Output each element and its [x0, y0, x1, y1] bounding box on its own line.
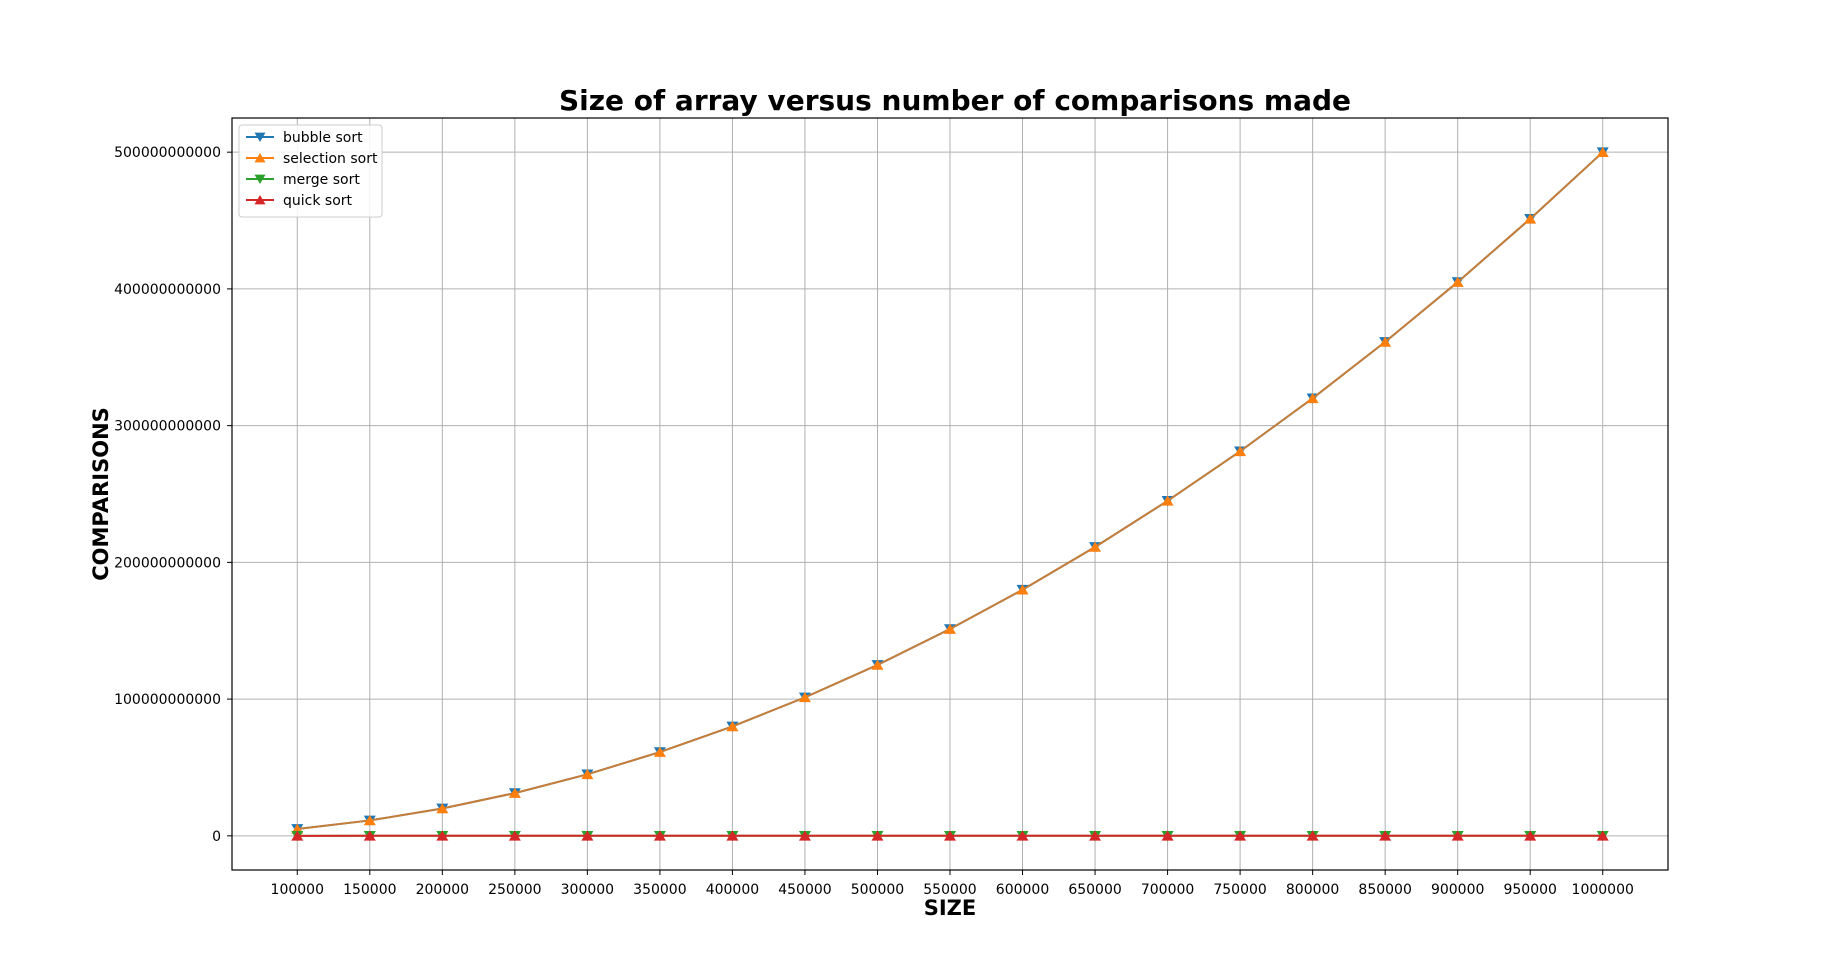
legend-marker: [254, 153, 266, 163]
data-point-selection-sort: [1161, 495, 1174, 506]
legend-item-bubble-sort: bubble sort: [246, 130, 363, 146]
y-axis-ticks: 0 100000000000 200000000000 300000000000 400…: [114, 145, 232, 845]
plot-series: [291, 146, 1609, 842]
x-axis-label: SIZE: [924, 896, 977, 920]
data-point-quick-sort: [1306, 830, 1319, 841]
x-tick-label: 700000: [1141, 882, 1194, 898]
data-point-quick-sort: [1524, 830, 1537, 841]
y-axis-label: COMPARISONS: [89, 407, 113, 581]
data-point-quick-sort: [363, 830, 376, 841]
legend-marker: [254, 195, 266, 205]
data-point-quick-sort: [944, 830, 956, 841]
x-tick-label: 750000: [1213, 882, 1266, 898]
data-point-selection-sort: [363, 815, 376, 826]
legend-label: bubble sort: [283, 130, 363, 146]
y-tick-label: 200000000000: [114, 555, 221, 571]
data-point-selection-sort: [1524, 213, 1537, 224]
legend-marker: [254, 174, 266, 184]
data-point-quick-sort: [726, 830, 739, 841]
data-point-selection-sort: [1596, 146, 1609, 157]
data-point-quick-sort: [1016, 830, 1029, 841]
data-point-selection-sort: [581, 768, 594, 780]
x-tick-label: 250000: [488, 882, 541, 898]
x-tick-label: 600000: [996, 882, 1049, 898]
y-tick-label: 400000000000: [114, 282, 221, 298]
x-tick-label: 900000: [1431, 882, 1484, 898]
x-tick-label: 550000: [923, 882, 976, 898]
x-tick-label: 100000: [271, 882, 324, 898]
y-tick-label: 100000000000: [114, 692, 221, 708]
data-point-selection-sort: [1089, 541, 1102, 552]
data-point-selection-sort: [1379, 336, 1392, 347]
data-point-quick-sort: [653, 830, 666, 841]
data-point-selection-sort: [653, 746, 666, 757]
data-point-quick-sort: [508, 830, 521, 841]
x-tick-label: 850000: [1358, 882, 1411, 898]
y-tick-label: 300000000000: [114, 419, 221, 435]
legend: bubble sort selection sort merge sort quick…: [238, 124, 383, 218]
data-point-selection-sort: [1306, 392, 1319, 404]
data-point-quick-sort: [1379, 830, 1392, 841]
data-point-selection-sort: [508, 787, 521, 798]
legend-label: quick sort: [283, 193, 353, 209]
legend-item-selection-sort: selection sort: [246, 151, 378, 167]
data-point-quick-sort: [291, 830, 304, 841]
data-point-quick-sort: [1234, 830, 1247, 841]
data-point-quick-sort: [798, 830, 811, 841]
y-tick-label: 0: [212, 829, 221, 845]
x-tick-label: 450000: [778, 882, 831, 898]
series-quick-sort: [291, 830, 1609, 841]
x-tick-label: 650000: [1068, 882, 1121, 898]
data-point-quick-sort: [436, 830, 449, 841]
legend-label: merge sort: [283, 172, 360, 188]
legend-marker: [254, 132, 266, 142]
data-point-quick-sort: [1451, 830, 1464, 841]
x-tick-label: 800000: [1286, 882, 1339, 898]
legend-item-merge-sort: merge sort: [246, 172, 360, 188]
x-axis-ticks: 100000 150000 200000 250000 300000 350000 4000…: [271, 870, 1634, 898]
x-tick-label: 150000: [343, 882, 396, 898]
data-point-selection-sort: [1234, 445, 1247, 457]
legend-box: [238, 124, 383, 218]
data-point-selection-sort: [1451, 276, 1464, 287]
data-point-selection-sort: [798, 691, 811, 703]
x-tick-label: 1000000: [1572, 882, 1634, 898]
legend-item-quick-sort: quick sort: [246, 193, 353, 209]
data-point-quick-sort: [1596, 830, 1609, 841]
data-point-quick-sort: [1161, 830, 1174, 841]
x-tick-label: 200000: [416, 882, 469, 898]
data-point-selection-sort: [726, 721, 739, 732]
data-point-selection-sort: [1016, 584, 1029, 595]
x-tick-label: 400000: [706, 882, 759, 898]
data-point-quick-sort: [1089, 830, 1102, 841]
data-point-selection-sort: [944, 623, 956, 634]
x-tick-label: 350000: [633, 882, 686, 898]
chart-title: Size of array versus number of compariso…: [559, 84, 1351, 117]
x-tick-label: 950000: [1503, 882, 1556, 898]
x-tick-label: 300000: [561, 882, 614, 898]
legend-label: selection sort: [283, 151, 378, 167]
data-point-selection-sort: [871, 659, 884, 670]
x-tick-label: 500000: [851, 882, 904, 898]
data-point-quick-sort: [581, 830, 594, 841]
data-point-selection-sort: [436, 803, 449, 814]
y-tick-label: 500000000000: [114, 145, 221, 161]
data-point-quick-sort: [871, 830, 884, 841]
